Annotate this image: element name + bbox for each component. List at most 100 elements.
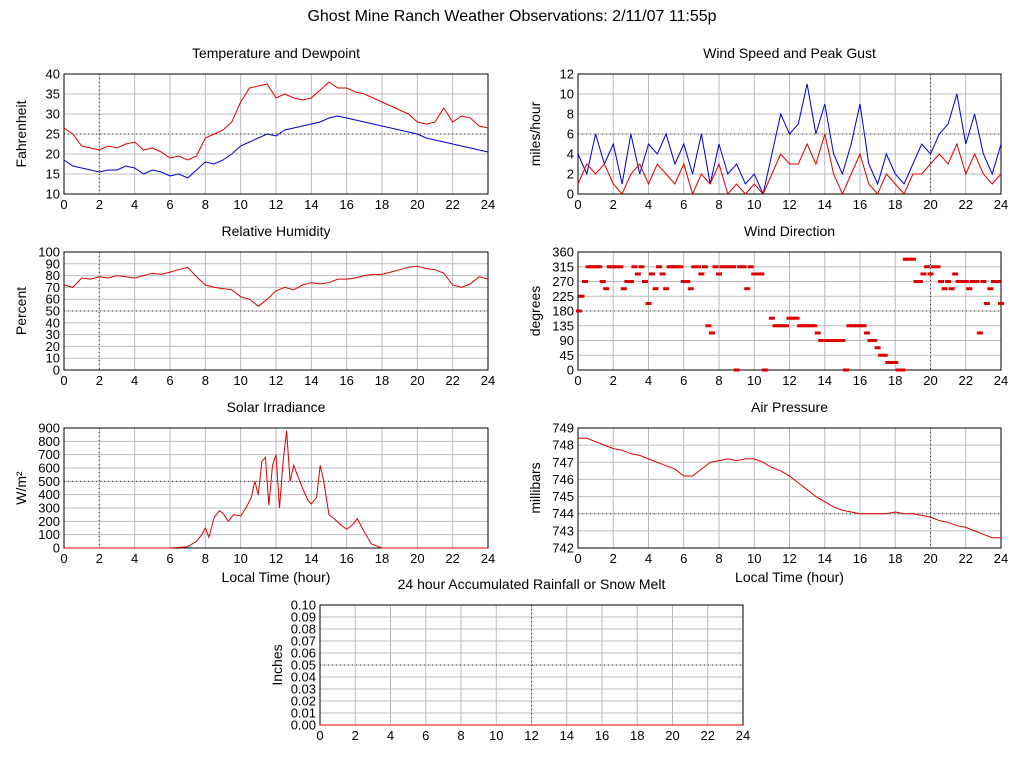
x-tick-label: 24 [481, 373, 495, 388]
data-point [596, 265, 603, 269]
x-tick-label: 16 [339, 373, 353, 388]
data-point [698, 272, 705, 276]
chart-title: Air Pressure [751, 399, 828, 415]
x-tick-label: 22 [959, 373, 973, 388]
data-point [631, 265, 638, 269]
y-tick-label: 300 [38, 501, 60, 516]
x-tick-label: 2 [96, 197, 103, 212]
data-point [800, 324, 807, 328]
data-point [871, 339, 878, 342]
series-line-0 [578, 437, 1001, 539]
data-point [680, 280, 687, 283]
y-tick-label: 0.04 [291, 670, 316, 685]
y-tick-label: 0.03 [291, 682, 316, 697]
data-point [945, 280, 952, 283]
data-point [599, 280, 606, 283]
x-tick-label: 16 [853, 551, 867, 566]
data-point [853, 324, 860, 328]
data-point [881, 353, 888, 357]
y-axis-label: W/m² [13, 471, 29, 505]
chart-rain: 24 hour Accumulated Rainfall or Snow Mel… [269, 576, 750, 743]
y-tick-label: 0.02 [291, 694, 316, 709]
x-tick-label: 20 [410, 551, 424, 566]
y-tick-label: 20 [46, 339, 60, 354]
y-tick-label: 50 [46, 304, 60, 319]
data-point [793, 316, 800, 320]
x-tick-label: 2 [610, 551, 617, 566]
data-point [983, 301, 990, 305]
data-point [902, 257, 909, 261]
series-line-1 [63, 115, 489, 179]
data-point [913, 280, 920, 283]
data-point [952, 272, 959, 276]
x-tick-label: 6 [680, 197, 687, 212]
x-tick-label: 22 [959, 197, 973, 212]
data-point [892, 360, 899, 364]
x-tick-label: 14 [818, 373, 832, 388]
x-tick-label: 22 [445, 373, 459, 388]
data-point [980, 280, 987, 283]
plot-frame [577, 427, 1002, 549]
data-point [705, 324, 712, 328]
data-point [649, 272, 656, 276]
x-tick-label: 8 [202, 551, 209, 566]
plot-frame [577, 73, 1002, 195]
data-point [899, 368, 906, 372]
data-point [969, 280, 976, 283]
y-tick-label: 60 [46, 292, 60, 307]
x-tick-label: 2 [610, 373, 617, 388]
chart-title: Solar Irradiance [227, 399, 326, 415]
data-point [701, 265, 708, 269]
chart-title: Temperature and Dewpoint [192, 45, 360, 61]
y-tick-label: 70 [46, 280, 60, 295]
x-tick-label: 12 [782, 197, 796, 212]
data-point [849, 324, 856, 328]
data-point [627, 280, 634, 283]
page-title: Ghost Mine Ranch Weather Observations: 2… [307, 8, 717, 25]
x-tick-label: 10 [747, 197, 761, 212]
series-line-0 [63, 81, 489, 161]
y-tick-label: 90 [46, 256, 60, 271]
y-tick-label: 360 [552, 245, 574, 260]
data-point [867, 339, 874, 342]
x-tick-label: 18 [375, 197, 389, 212]
y-tick-label: 0.07 [291, 634, 316, 649]
x-tick-label: 14 [560, 728, 574, 743]
x-tick-label: 0 [574, 373, 581, 388]
chart-title: Wind Speed and Peak Gust [703, 45, 876, 61]
y-axis-label: millibars [527, 462, 543, 513]
data-point [923, 265, 930, 269]
x-tick-label: 10 [233, 197, 247, 212]
x-tick-label: 16 [595, 728, 609, 743]
data-point [592, 265, 599, 269]
y-tick-label: 12 [560, 67, 574, 82]
data-point [835, 339, 842, 342]
y-tick-label: 0.08 [291, 622, 316, 637]
x-tick-label: 4 [131, 551, 138, 566]
data-point [603, 287, 610, 291]
y-tick-label: 744 [552, 506, 574, 521]
x-tick-label: 14 [304, 197, 318, 212]
x-tick-label: 20 [410, 373, 424, 388]
x-tick-label: 10 [747, 373, 761, 388]
data-point [641, 280, 648, 283]
x-tick-label: 18 [375, 373, 389, 388]
x-tick-label: 6 [166, 197, 173, 212]
data-point [941, 287, 948, 291]
data-point [761, 368, 768, 372]
data-point [955, 280, 962, 283]
data-point [832, 339, 839, 342]
x-tick-label: 0 [60, 551, 67, 566]
data-point [712, 265, 719, 269]
y-axis-label: degrees [527, 286, 543, 337]
data-point [973, 280, 980, 283]
data-point [656, 265, 663, 269]
x-tick-label: 10 [747, 551, 761, 566]
plot-frame [63, 427, 489, 549]
y-tick-label: 0.10 [291, 598, 316, 613]
x-tick-label: 16 [339, 197, 353, 212]
y-tick-label: 45 [560, 348, 574, 363]
x-tick-label: 14 [304, 373, 318, 388]
